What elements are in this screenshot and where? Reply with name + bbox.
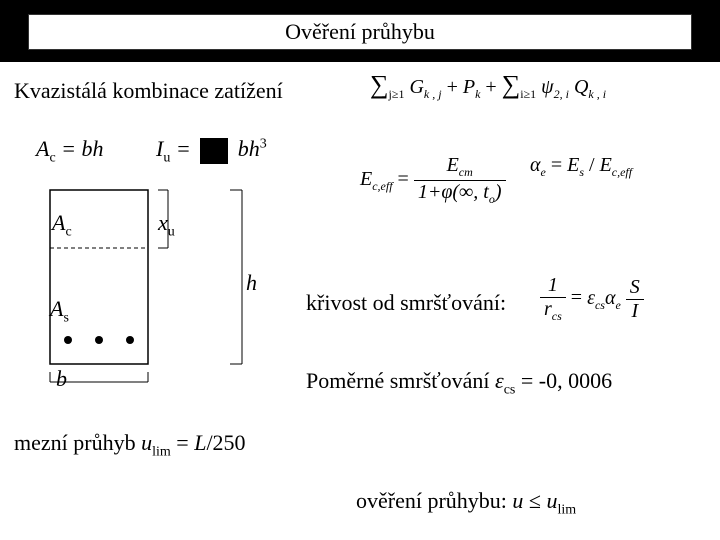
eq-iu: Iu = bh3 (156, 136, 267, 166)
obscured-coefficient (200, 138, 228, 164)
formula-eceff: Ec,eff = Ecm 1+φ(∞, to) (360, 154, 506, 207)
page-title: Ověření průhybu (28, 14, 692, 50)
formula-curvature-shrinkage: 1 rcs = εcsαe S I (540, 274, 644, 324)
subtitle: Kvazistálá kombinace zatížení (14, 78, 283, 104)
label-h: h (246, 270, 257, 296)
label-b: b (56, 366, 67, 392)
eq-ac: Ac = bh (36, 136, 104, 166)
label-as: As (50, 296, 69, 326)
label-xu: xu (158, 210, 175, 240)
shrinkage-text: Poměrné smršťování εcs = -0, 0006 (306, 368, 612, 398)
curvature-text: křivost od smršťování: (306, 290, 506, 316)
formula-alpha-e: αe = Es / Ec,eff (530, 154, 632, 180)
verification-text: ověření průhybu: u ≤ ulim (356, 488, 576, 518)
label-ac: Ac (52, 210, 72, 240)
limit-deflection: mezní průhyb ulim = L/250 (14, 430, 246, 460)
formula-load-combination: ∑j≥1 Gk , j + Pk + ∑i≥1 ψ2, i Qk , i (370, 70, 606, 102)
